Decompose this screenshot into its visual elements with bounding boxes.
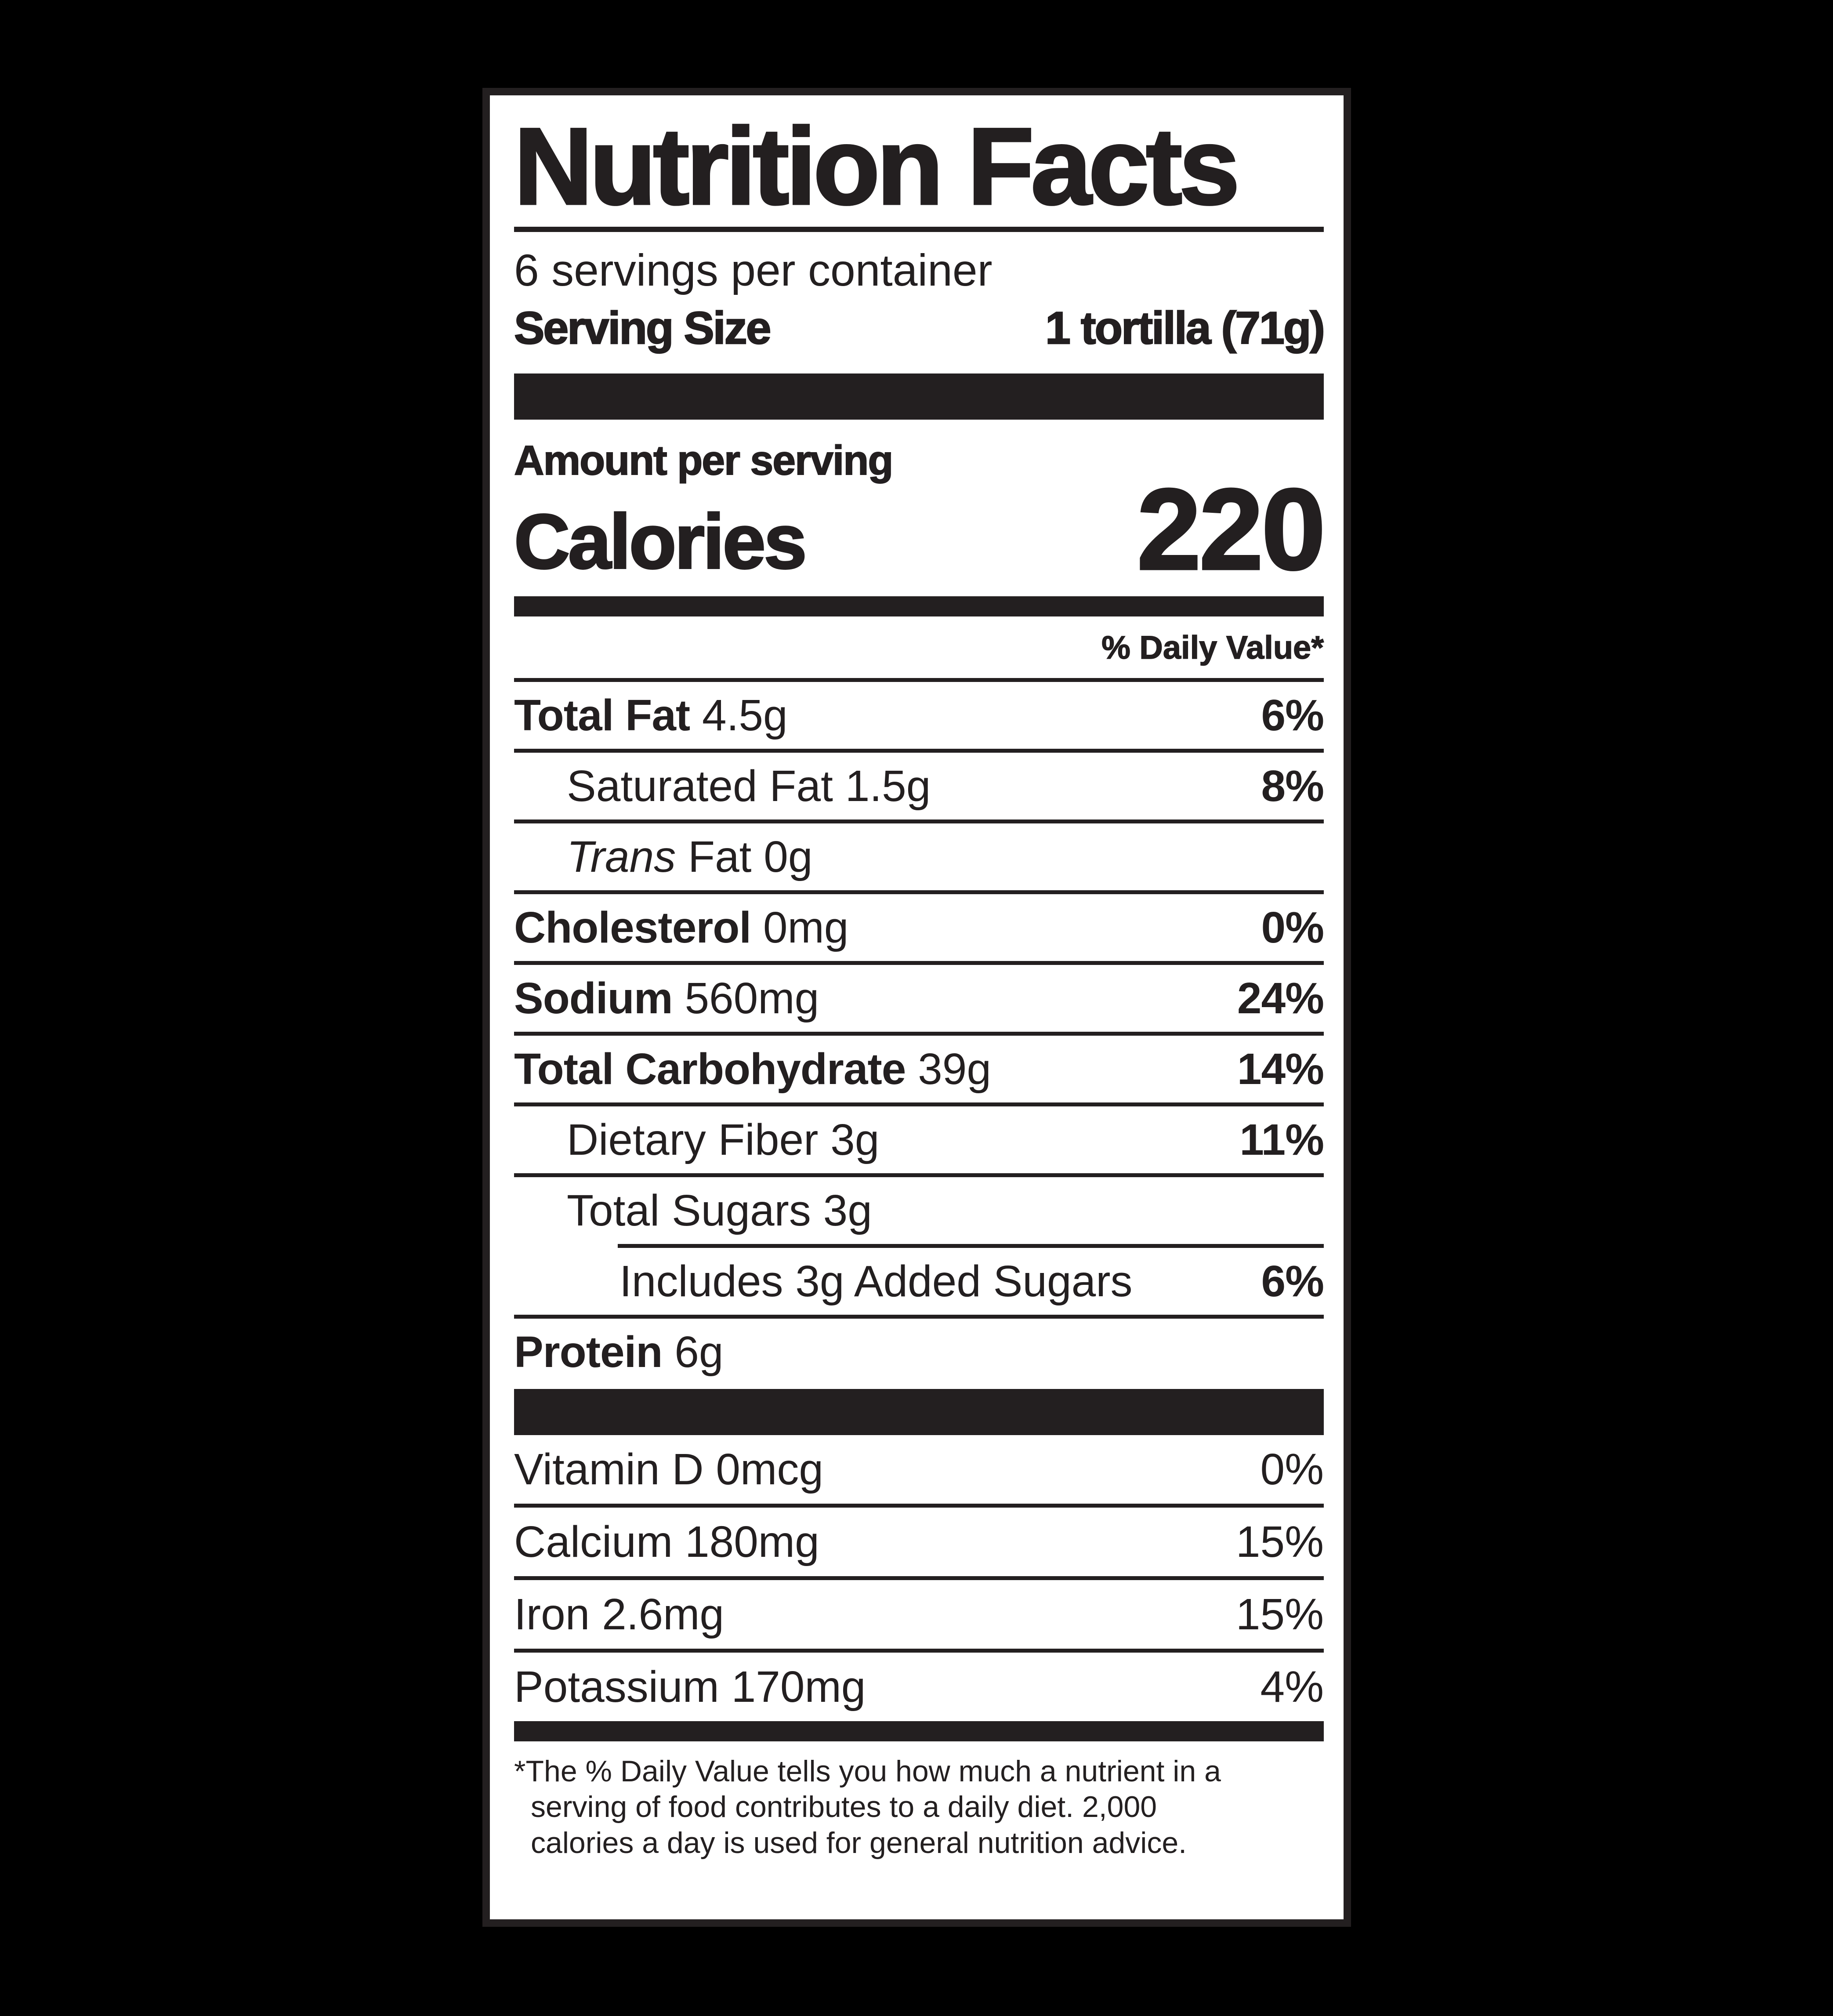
title-rule xyxy=(514,227,1324,232)
amount-per-serving: Amount per serving xyxy=(514,437,894,484)
vitamin-row: Potassium 170mg 4% xyxy=(514,1653,1324,1721)
nutrient-percent: 24% xyxy=(1237,973,1324,1023)
nutrient-row: Total Fat 4.5g 6% xyxy=(514,682,1324,749)
nutrient-name: Saturated Fat 1.5g xyxy=(567,761,931,811)
footnote-line: *The % Daily Value tells you how much a … xyxy=(514,1754,1221,1788)
serving-size-value: 1 tortilla (71g) xyxy=(1045,303,1326,354)
section-bar xyxy=(514,373,1324,420)
separator-rule xyxy=(618,1244,1324,1248)
calories-label: Calories xyxy=(513,498,808,585)
nutrient-percent: 8% xyxy=(1261,761,1324,811)
vitamin-name: Potassium 170mg xyxy=(514,1662,866,1711)
separator-rule xyxy=(514,1576,1324,1580)
vitamin-percent: 0% xyxy=(1260,1444,1324,1494)
nutrients-section: Total Fat 4.5g 6% Saturated Fat 1.5g 8% Tran… xyxy=(514,678,1324,1385)
separator-rule xyxy=(514,678,1324,682)
separator-rule xyxy=(514,961,1324,965)
vitamins-section: Vitamin D 0mcg 0% Calcium 180mg 15% Iron 2.6… xyxy=(514,1435,1324,1721)
nutrient-row: Total Sugars 3g xyxy=(514,1177,1324,1244)
nutrition-label: Nutrition Facts 6 servings per container… xyxy=(482,88,1351,1927)
section-bar xyxy=(514,1721,1324,1741)
vitamin-name: Vitamin D 0mcg xyxy=(514,1444,823,1494)
separator-rule xyxy=(514,819,1324,823)
nutrient-name: Sodium 560mg xyxy=(514,973,819,1023)
separator-rule xyxy=(514,1314,1324,1319)
nutrient-name: Trans Fat 0g xyxy=(567,832,813,881)
nutrient-percent: 0% xyxy=(1261,903,1324,952)
vitamin-percent: 15% xyxy=(1235,1589,1324,1639)
separator-rule xyxy=(514,890,1324,894)
nutrient-row: Cholesterol 0mg 0% xyxy=(514,894,1324,961)
vitamin-row: Vitamin D 0mcg 0% xyxy=(514,1435,1324,1504)
separator-rule xyxy=(514,748,1324,753)
vitamin-name: Calcium 180mg xyxy=(514,1517,819,1566)
nutrient-row: Dietary Fiber 3g 11% xyxy=(514,1106,1324,1173)
vitamin-row: Iron 2.6mg 15% xyxy=(514,1580,1324,1649)
nutrient-row: Total Carbohydrate 39g 14% xyxy=(514,1036,1324,1102)
servings-per-container: 6 servings per container xyxy=(514,245,993,296)
nutrient-name: Includes 3g Added Sugars xyxy=(619,1256,1133,1306)
separator-rule xyxy=(514,1503,1324,1508)
separator-rule xyxy=(514,1173,1324,1177)
nutrient-name: Total Fat 4.5g xyxy=(514,690,788,740)
vitamin-percent: 15% xyxy=(1235,1517,1324,1566)
serving-size-row: Serving Size 1 tortilla (71g) xyxy=(514,303,1326,354)
footnote-line: serving of food contributes to a daily d… xyxy=(531,1790,1157,1824)
separator-rule xyxy=(514,1102,1324,1106)
nutrient-percent: 6% xyxy=(1261,690,1324,740)
nutrient-row: Saturated Fat 1.5g 8% xyxy=(514,753,1324,819)
label-title: Nutrition Facts xyxy=(513,105,1241,227)
calories-value: 220 xyxy=(1136,465,1326,594)
nutrient-name: Protein 6g xyxy=(514,1327,724,1377)
nutrient-row: Sodium 560mg 24% xyxy=(514,965,1324,1032)
vitamin-row: Calcium 180mg 15% xyxy=(514,1508,1324,1576)
nutrient-name: Dietary Fiber 3g xyxy=(567,1115,880,1164)
calories-row: Calories 220 xyxy=(513,465,1327,594)
vitamin-percent: 4% xyxy=(1260,1662,1324,1711)
separator-rule xyxy=(514,1648,1324,1653)
nutrient-row: Includes 3g Added Sugars 6% xyxy=(514,1248,1324,1315)
nutrient-row: Protein 6g xyxy=(514,1319,1324,1385)
serving-size-label: Serving Size xyxy=(514,303,772,354)
nutrient-name: Cholesterol 0mg xyxy=(514,903,849,952)
footnote-line: calories a day is used for general nutri… xyxy=(531,1826,1187,1860)
section-bar xyxy=(514,596,1324,616)
nutrient-percent: 11% xyxy=(1239,1115,1324,1164)
nutrient-percent: 6% xyxy=(1261,1256,1324,1306)
nutrient-name: Total Carbohydrate 39g xyxy=(514,1044,992,1094)
separator-rule xyxy=(514,1031,1324,1036)
footnote: *The % Daily Value tells you how much a … xyxy=(514,1754,1324,1861)
vitamin-name: Iron 2.6mg xyxy=(514,1589,725,1639)
section-bar xyxy=(514,1389,1324,1435)
nutrient-row: Trans Fat 0g xyxy=(514,823,1324,890)
nutrient-name: Total Sugars 3g xyxy=(567,1186,872,1235)
daily-value-header: % Daily Value* xyxy=(1101,629,1324,666)
nutrient-percent: 14% xyxy=(1237,1044,1324,1094)
